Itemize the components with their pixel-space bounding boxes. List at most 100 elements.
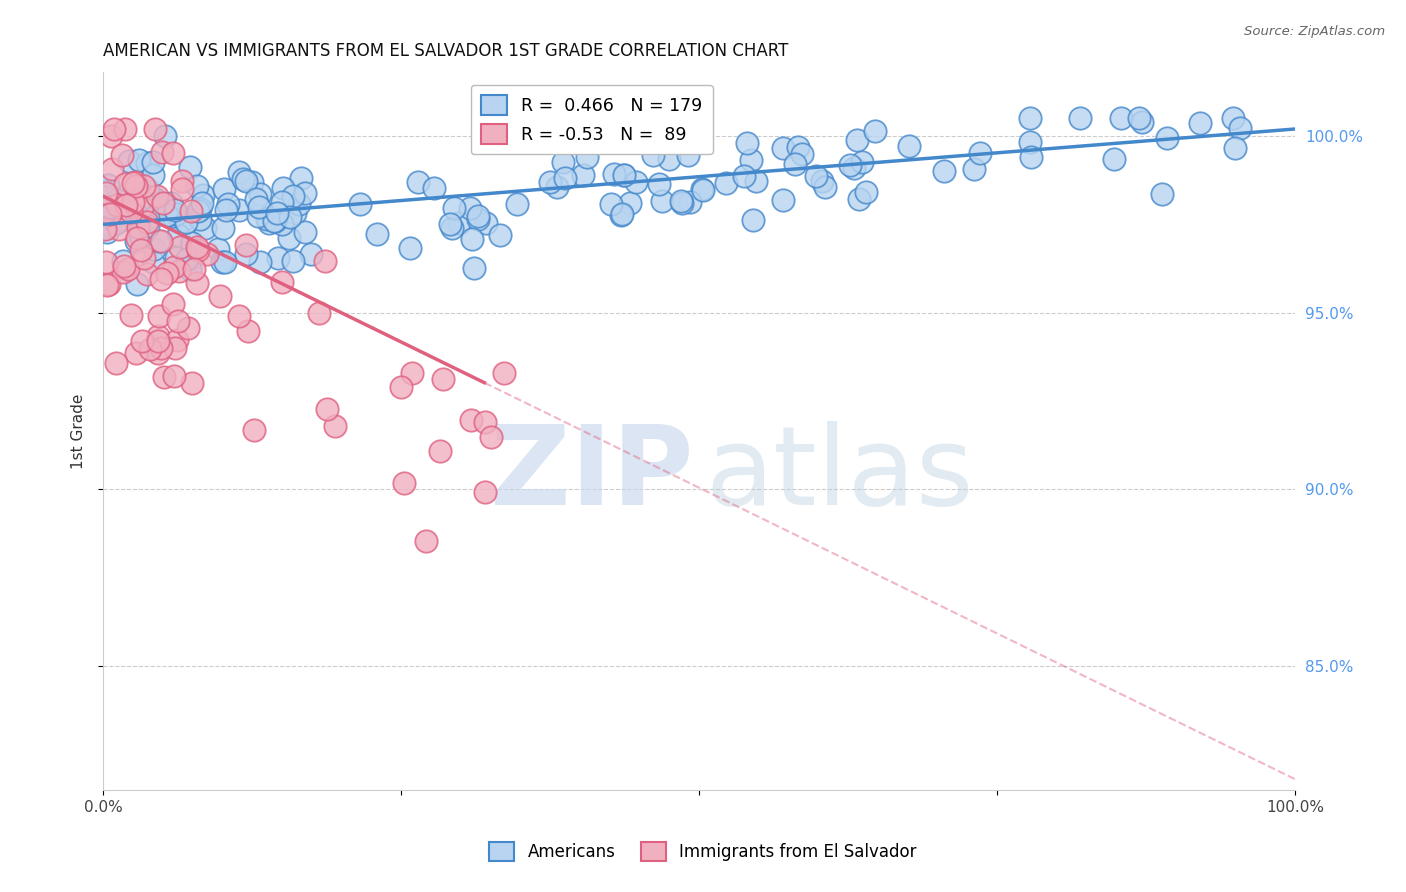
Point [156, 208, 179, 222]
Point [179, 160, 201, 174]
Point [772, 193, 794, 207]
Point [676, 148, 699, 162]
Point [814, 180, 837, 194]
Point [96, 278, 118, 293]
Point [787, 140, 810, 154]
Point [266, 206, 288, 220]
Point [236, 324, 259, 338]
Point [963, 162, 986, 177]
Point [243, 423, 266, 437]
Point [1069, 112, 1091, 126]
Point [785, 157, 807, 171]
Point [188, 202, 211, 216]
Point [105, 197, 128, 211]
Point [690, 182, 713, 196]
Point [1150, 186, 1173, 201]
Point [180, 252, 202, 266]
Point [366, 227, 388, 242]
Point [111, 148, 134, 162]
Point [186, 276, 208, 290]
Point [294, 186, 316, 200]
Point [146, 334, 169, 349]
Point [863, 124, 886, 138]
Point [153, 129, 176, 144]
Point [742, 212, 765, 227]
Point [167, 264, 190, 278]
Point [790, 147, 813, 161]
Point [1019, 112, 1042, 126]
Point [735, 136, 758, 150]
Point [671, 194, 693, 208]
Point [118, 153, 141, 168]
Point [162, 297, 184, 311]
Point [460, 413, 482, 427]
Point [131, 207, 153, 221]
Point [124, 175, 146, 189]
Point [969, 145, 991, 160]
Point [443, 201, 465, 215]
Point [648, 177, 671, 191]
Point [191, 188, 214, 202]
Point [172, 213, 194, 227]
Point [132, 200, 155, 214]
Point [165, 251, 187, 265]
Point [271, 218, 294, 232]
Point [271, 194, 294, 209]
Point [174, 215, 197, 229]
Point [315, 401, 337, 416]
Point [217, 196, 239, 211]
Point [287, 196, 309, 211]
Point [609, 208, 631, 222]
Point [415, 533, 437, 548]
Point [271, 180, 294, 194]
Point [1128, 112, 1150, 126]
Point [131, 192, 153, 206]
Point [1225, 141, 1247, 155]
Point [131, 334, 153, 348]
Point [215, 203, 238, 218]
Point [96, 220, 118, 235]
Point [98, 277, 121, 291]
Point [136, 211, 159, 226]
Text: atlas: atlas [704, 421, 973, 528]
Point [129, 210, 152, 224]
Point [172, 182, 194, 196]
Point [475, 216, 498, 230]
Point [163, 341, 186, 355]
Point [271, 275, 294, 289]
Point [848, 193, 870, 207]
Point [441, 221, 464, 235]
Point [392, 475, 415, 490]
Point [679, 194, 702, 209]
Point [179, 262, 201, 277]
Point [240, 175, 263, 189]
Point [212, 221, 235, 235]
Point [624, 175, 647, 189]
Point [146, 329, 169, 343]
Point [166, 227, 188, 242]
Point [97, 178, 120, 193]
Point [136, 219, 159, 234]
Point [93, 221, 115, 235]
Point [505, 196, 527, 211]
Point [180, 376, 202, 390]
Point [104, 355, 127, 369]
Point [131, 200, 153, 214]
Point [429, 444, 451, 458]
Point [467, 209, 489, 223]
Point [162, 209, 184, 223]
Point [1109, 112, 1132, 126]
Point [149, 272, 172, 286]
Point [127, 231, 149, 245]
Point [134, 251, 156, 265]
Point [100, 129, 122, 144]
Point [127, 277, 149, 291]
Point [399, 242, 422, 256]
Point [745, 173, 768, 187]
Point [714, 176, 737, 190]
Point [603, 167, 626, 181]
Point [1130, 115, 1153, 129]
Point [740, 153, 762, 167]
Point [152, 196, 174, 211]
Point [733, 169, 755, 183]
